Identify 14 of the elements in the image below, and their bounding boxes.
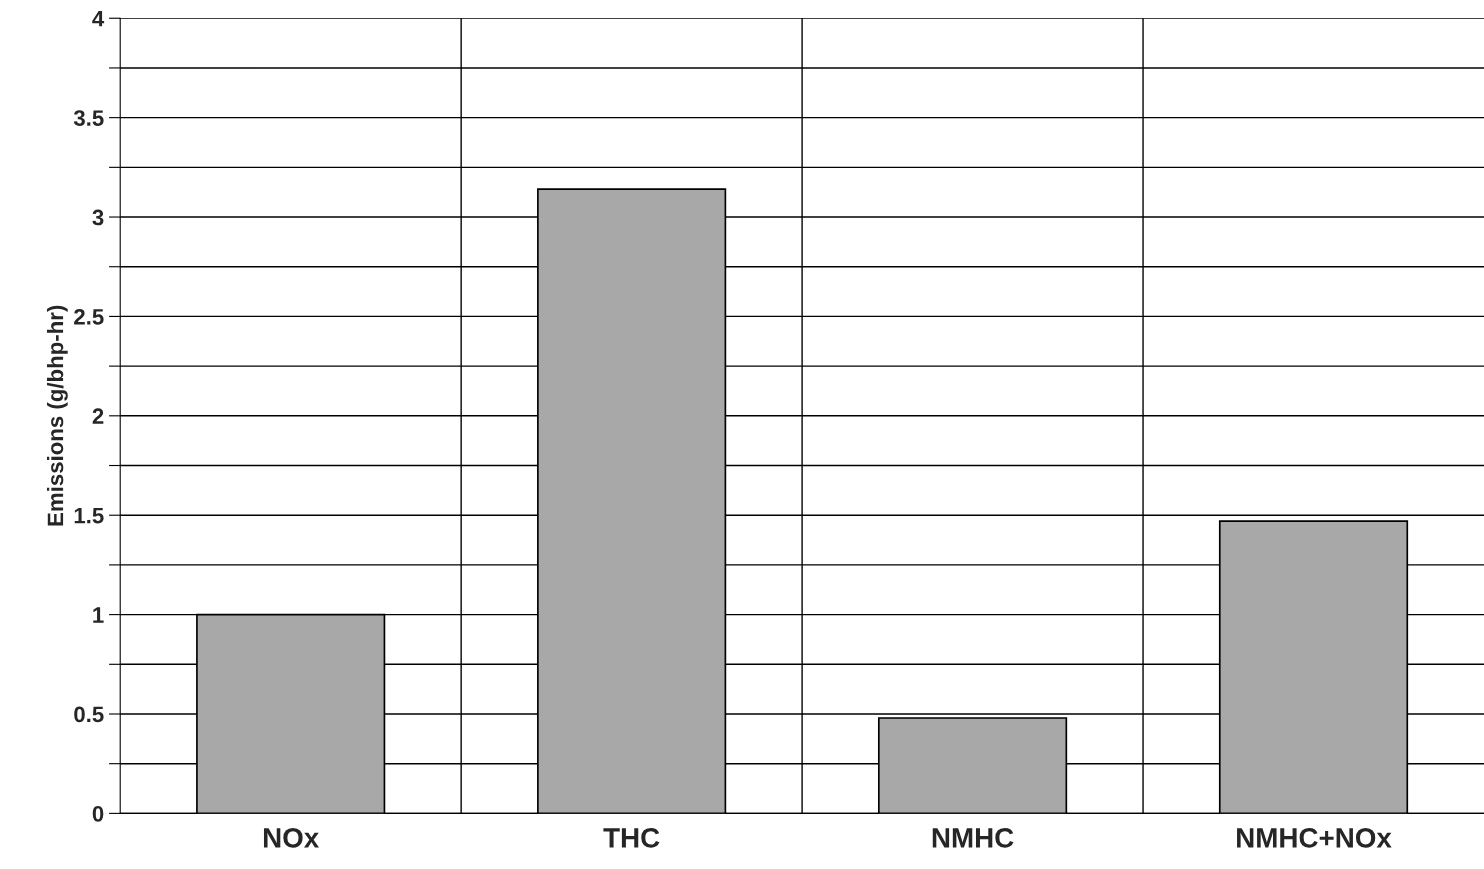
x-tick-label: NMHC — [932, 828, 1014, 848]
y-tick-label: 4 — [92, 11, 105, 27]
y-tick-label: 1.5 — [74, 507, 104, 524]
x-tick-label: THC — [603, 828, 660, 848]
y-tick-label: 0.5 — [74, 706, 104, 723]
y-tick-label: 1 — [93, 607, 104, 623]
y-tick-label: 2.5 — [74, 308, 104, 325]
y-tick-label: 3 — [92, 209, 104, 226]
y-tick-label: 3.5 — [73, 110, 104, 126]
x-tick-label: NOx — [263, 828, 320, 848]
y-axis-title: Emissions (g/bhp-hr) — [46, 305, 68, 526]
x-tick-label: NMHC+NOx — [1237, 828, 1392, 848]
y-tick-label: 2 — [92, 408, 104, 424]
y-tick-label: 0 — [92, 805, 104, 822]
